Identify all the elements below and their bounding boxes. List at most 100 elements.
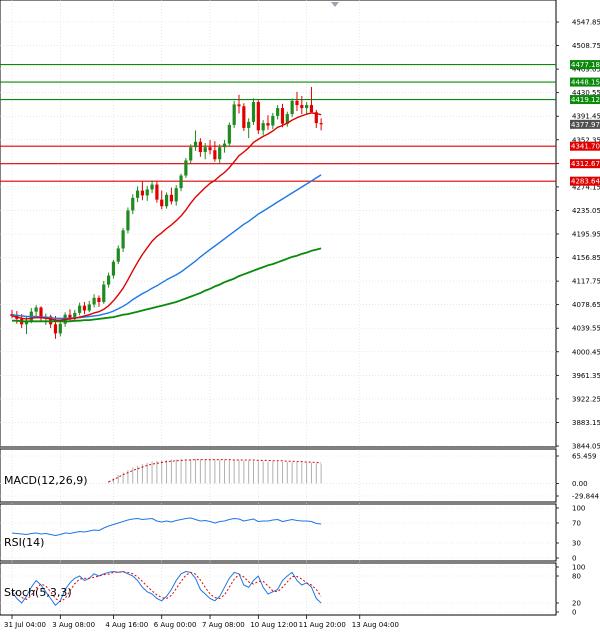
- price-axis-label: 3961.35: [572, 372, 600, 380]
- candle-body: [111, 261, 116, 276]
- macd-axis-label: 0.00: [572, 480, 588, 488]
- candle-body: [309, 105, 314, 113]
- time-axis: 31 Jul 04:00 3 Aug 08:00 4 Aug 16:00 6 Aug …: [0, 614, 556, 629]
- time-axis-label: 13 Aug 04:00: [352, 621, 399, 629]
- candle-body: [242, 106, 246, 128]
- time-axis-label: 10 Aug 12:00: [250, 621, 297, 629]
- rsi-plot: [11, 517, 322, 536]
- stoch-plot: [11, 571, 322, 606]
- price-axis-label: 4391.45: [572, 113, 600, 121]
- stoch-axis-label: 80: [572, 573, 581, 581]
- stoch-axis-label: 0: [572, 609, 576, 617]
- candle-body: [237, 104, 241, 107]
- candle-body: [174, 188, 178, 202]
- level-tags: 4477.18 4448.15 4419.12 4341.70 4312.67 4283.…: [570, 60, 600, 186]
- price-axis-label: 4352.35: [572, 136, 600, 144]
- support-level-tag: [570, 141, 600, 151]
- candle-body: [179, 175, 183, 189]
- price-axis-label: 4078.65: [572, 301, 600, 309]
- candle-body: [285, 114, 289, 124]
- resistance-level-label: 4448.15: [571, 79, 600, 87]
- rsi-axis: 100 70 30 0: [556, 505, 585, 563]
- rsi-axis-label: 70: [572, 520, 581, 528]
- candle-body: [314, 112, 318, 124]
- price-axis-label: 4235.05: [572, 207, 600, 215]
- support-level-label: 4312.67: [571, 160, 600, 168]
- ma-slow-line: [12, 247, 322, 323]
- price-axis-label: 4274.15: [572, 183, 600, 191]
- candle-body: [232, 104, 236, 125]
- current-price-label: 4377.97: [571, 121, 600, 129]
- candle-body: [145, 189, 149, 196]
- candle-body: [92, 297, 96, 305]
- stoch-grid: [0, 562, 556, 617]
- support-level-label: 4283.64: [571, 178, 600, 186]
- candle-body: [198, 141, 202, 153]
- macd-panel: 65.459 0.00 -29.844 MACD(12,26,9): [0, 448, 600, 503]
- stoch-axis-label: 100: [572, 564, 585, 572]
- resistance-level-label: 4419.12: [571, 96, 600, 104]
- stoch-title: Stoch(5,3,3): [4, 586, 72, 599]
- macd-axis: 65.459 0.00 -29.844: [556, 453, 600, 501]
- price-panel-frame: [0, 0, 557, 448]
- candle-body: [208, 147, 212, 151]
- candle-body: [276, 108, 280, 116]
- resistance-level-tag: [570, 77, 600, 87]
- candle-body: [247, 121, 251, 128]
- candle-body: [213, 150, 217, 160]
- rsi-title: RSI(14): [4, 536, 44, 549]
- candle-body: [39, 307, 43, 319]
- rsi-axis-label: 0: [572, 555, 576, 563]
- support-level-tag: [570, 176, 600, 186]
- candle-body: [155, 184, 159, 200]
- candle-body: [58, 323, 62, 334]
- price-axis-label: 4117.75: [572, 278, 600, 286]
- price-panel[interactable]: 4547.85 4508.75 4469.65 4430.55 4391.45 4352.…: [0, 0, 600, 451]
- time-axis-label: 31 Jul 04:00: [4, 621, 46, 629]
- candle-body: [78, 305, 82, 313]
- time-axis-label: 3 Aug 08:00: [52, 621, 95, 629]
- candle-body: [222, 143, 227, 148]
- candle-body: [68, 314, 72, 319]
- candle-body: [164, 194, 169, 207]
- candle-body: [203, 147, 207, 153]
- macd-title: MACD(12,26,9): [4, 474, 88, 487]
- resistance-level-tag: [570, 95, 600, 105]
- rsi-axis-label: 100: [572, 505, 585, 513]
- price-levels: [0, 63, 556, 182]
- price-axis-label: 3883.15: [572, 419, 600, 427]
- candle-body: [116, 248, 120, 262]
- candle-body: [189, 147, 193, 161]
- time-axis-label: 4 Aug 16:00: [105, 621, 148, 629]
- candle-body: [135, 190, 140, 198]
- candle-body: [73, 312, 77, 319]
- candle-body: [319, 123, 323, 125]
- candle-body: [34, 307, 38, 312]
- time-axis-label: 11 Aug 20:00: [299, 621, 346, 629]
- candle-body: [121, 230, 125, 249]
- candle-body: [169, 194, 173, 202]
- candle-body: [305, 105, 309, 109]
- rsi-line: [11, 517, 322, 536]
- candle-body: [150, 184, 154, 190]
- resistance-level-tag: [570, 60, 600, 70]
- candle-body: [24, 320, 29, 325]
- price-axis-label: 4156.85: [572, 254, 600, 262]
- candle-body: [256, 102, 260, 131]
- stoch-main-line: [11, 571, 322, 606]
- candle-body: [295, 100, 299, 106]
- candle-body: [218, 147, 222, 160]
- support-level-tag: [570, 159, 600, 169]
- price-axis-label: 4430.55: [572, 89, 600, 97]
- stoch-signal-line: [11, 571, 322, 603]
- current-price-tag: [570, 119, 600, 129]
- time-axis-label: 6 Aug 00:00: [154, 621, 197, 629]
- candle-body: [140, 190, 145, 196]
- candle-body: [184, 160, 188, 176]
- time-axis-label: 7 Aug 08:00: [202, 621, 245, 629]
- rsi-panel-frame: [0, 503, 557, 562]
- scroll-marker-icon[interactable]: [331, 2, 339, 7]
- ma-fast-line: [11, 112, 322, 321]
- resistance-level-label: 4477.18: [571, 61, 600, 69]
